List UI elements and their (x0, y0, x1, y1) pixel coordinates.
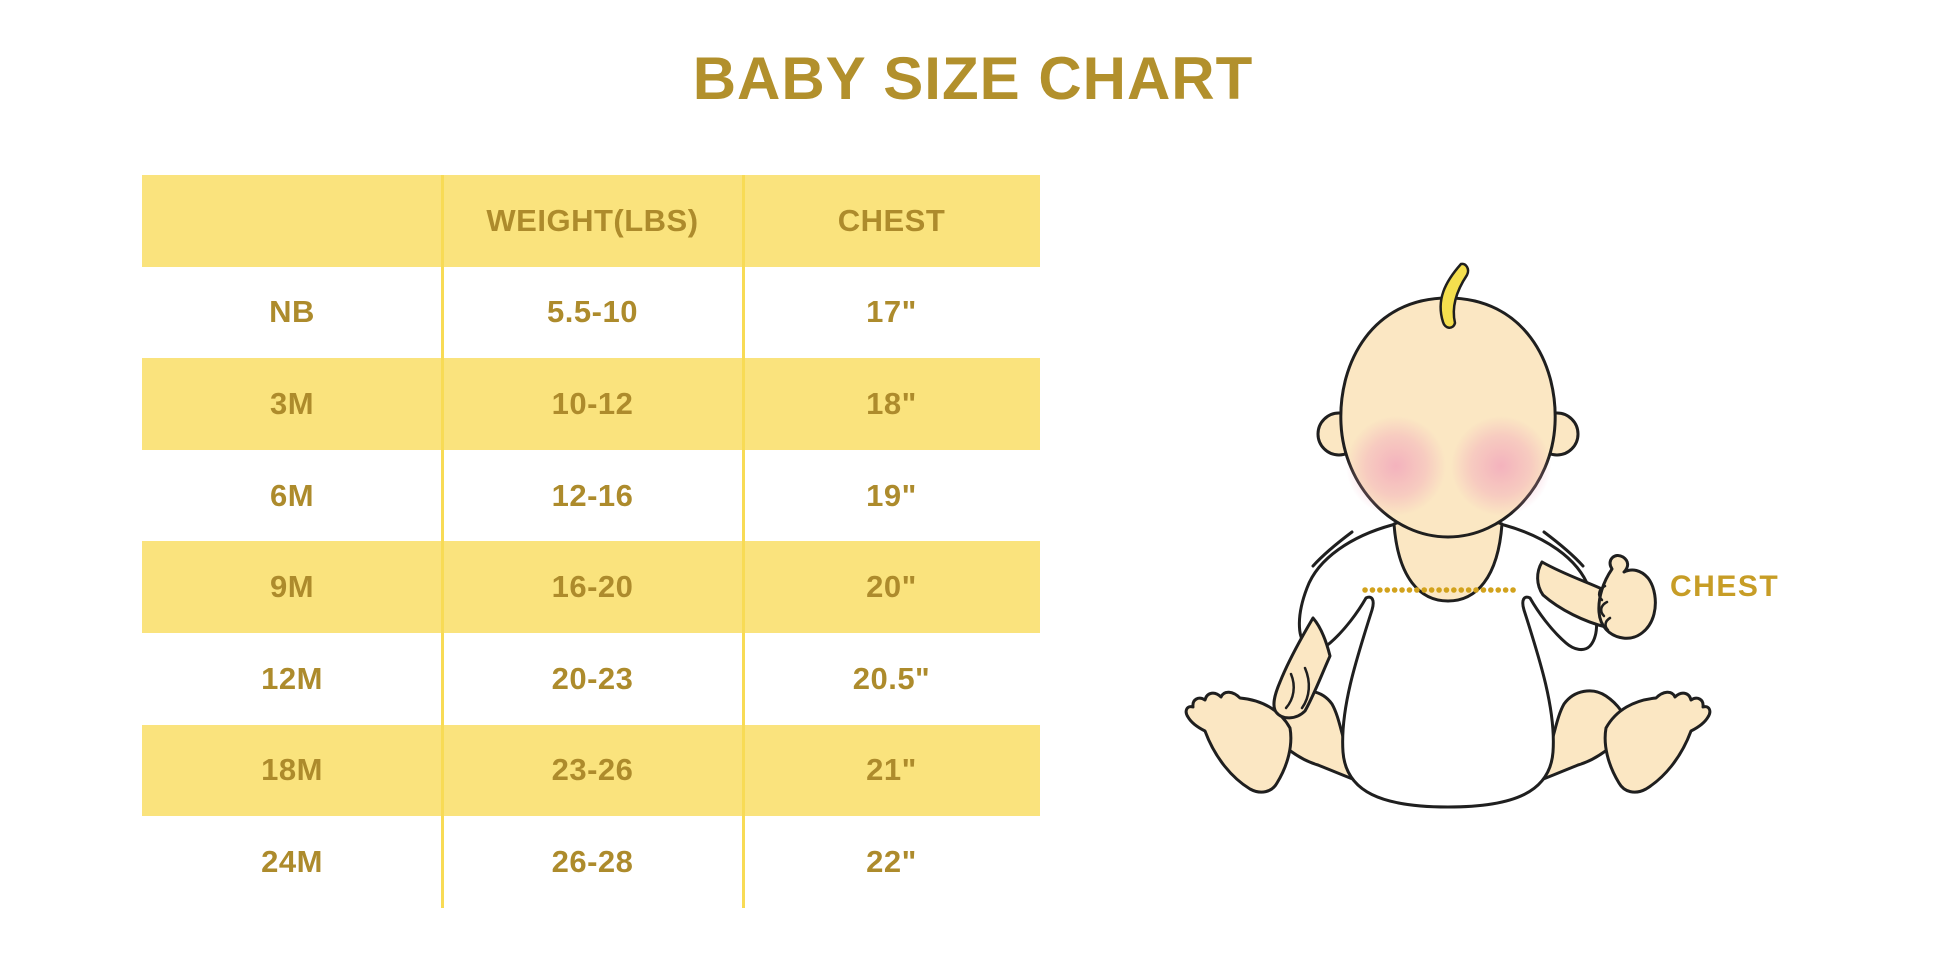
baby-right-sleeve-edge (1542, 530, 1585, 568)
baby-drawing (1184, 262, 1712, 809)
size-cell: 6M (269, 477, 315, 513)
baby-hair-wisp (1439, 262, 1470, 329)
size-table: WEIGHT(LBS) CHEST NB 5.5-10 17" 3M 10-12… (142, 175, 1040, 908)
column-divider (441, 175, 444, 908)
baby-left-foot (1184, 690, 1293, 794)
baby-fist-knuckles (1597, 584, 1612, 632)
col-header-size (142, 175, 442, 267)
table-row: 18M 23-26 21" (142, 724, 1040, 817)
table-header-row: WEIGHT(LBS) CHEST (142, 175, 1040, 267)
baby-left-arm (1272, 616, 1332, 720)
weight-cell: 16-20 (551, 569, 634, 605)
size-cell: 3M (269, 385, 315, 421)
weight-cell: 26-28 (551, 843, 634, 879)
baby-illustration (1150, 220, 1800, 840)
chest-cell: 19" (866, 477, 917, 513)
table-row: NB 5.5-10 17" (142, 266, 1040, 359)
size-cell: 24M (261, 843, 323, 879)
weight-cell: 12-16 (551, 477, 634, 513)
chest-cell: 20.5" (852, 660, 931, 696)
page-title: BABY SIZE CHART (692, 45, 1254, 112)
chest-label: CHEST (1670, 570, 1780, 603)
baby-left-sleeve-edge (1311, 530, 1354, 568)
column-divider (742, 175, 745, 908)
size-cell: 12M (261, 660, 323, 696)
weight-cell: 23-26 (551, 752, 634, 788)
weight-cell: 20-23 (551, 660, 634, 696)
table-row: 24M 26-28 22" (142, 816, 1040, 908)
size-cell: NB (269, 294, 315, 330)
table-row: 6M 12-16 19" (142, 449, 1040, 542)
baby-right-cheek (1451, 416, 1551, 516)
chest-cell: 18" (866, 385, 917, 421)
baby-left-hand-fingers (1284, 666, 1311, 710)
weight-cell: 10-12 (551, 385, 634, 421)
chest-cell: 20" (866, 569, 917, 605)
baby-right-foot (1603, 690, 1712, 794)
chest-cell: 22" (866, 843, 917, 879)
col-header-weight: WEIGHT(LBS) (486, 202, 699, 238)
chest-cell: 21" (866, 752, 917, 788)
size-cell: 18M (261, 752, 323, 788)
chest-cell: 17" (866, 294, 917, 330)
table-row: 9M 16-20 20" (142, 541, 1040, 633)
baby-right-fist (1597, 554, 1657, 640)
size-cell: 9M (269, 569, 315, 605)
baby-left-cheek (1346, 416, 1446, 516)
table-row: 3M 10-12 18" (142, 358, 1040, 450)
weight-cell: 5.5-10 (547, 294, 638, 330)
table-row: 12M 20-23 20.5" (142, 632, 1040, 725)
col-header-chest: CHEST (837, 202, 946, 238)
